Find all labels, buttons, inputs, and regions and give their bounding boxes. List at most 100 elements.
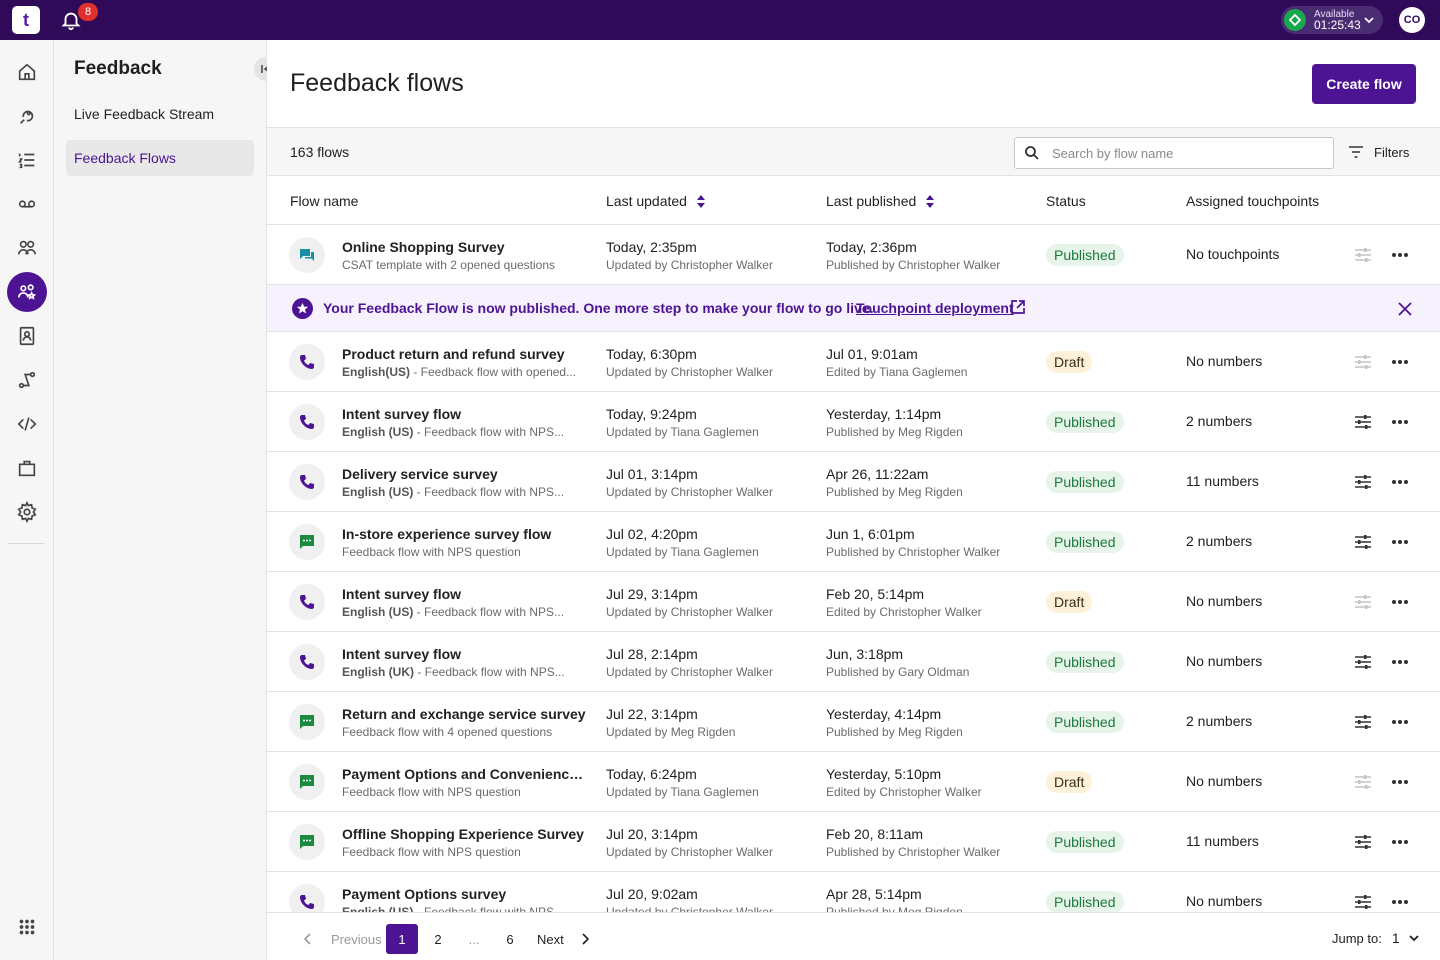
code-icon[interactable] — [7, 404, 47, 444]
apps-grid-icon[interactable] — [7, 907, 47, 947]
flow-name-cell[interactable]: Intent survey flow English (UK) - Feedbac… — [342, 646, 587, 679]
status-timer: 01:25:43 — [1314, 18, 1361, 32]
touchpoint-deployment-link[interactable]: Touchpoint deployment — [856, 300, 1014, 316]
flow-name-cell[interactable]: Payment Options and Convenience S... Feed… — [342, 766, 587, 799]
flow-name-cell[interactable]: Offline Shopping Experience Survey Feedba… — [342, 826, 587, 859]
external-link-icon[interactable] — [1009, 298, 1027, 316]
sort-icon[interactable] — [926, 194, 935, 208]
tune-settings-icon[interactable] — [1354, 533, 1372, 551]
more-options-icon[interactable] — [1390, 773, 1410, 791]
status-badge: Published — [1046, 831, 1124, 853]
home-icon[interactable] — [7, 52, 47, 92]
table-row[interactable]: Payment Options and Convenience S... Feed… — [267, 752, 1440, 812]
tune-settings-icon[interactable] — [1354, 413, 1372, 431]
feedback-icon[interactable] — [7, 96, 47, 136]
tune-settings-icon[interactable] — [1354, 593, 1372, 611]
flow-name-cell[interactable]: In-store experience survey flow Feedback … — [342, 526, 587, 559]
more-options-icon[interactable] — [1390, 833, 1410, 851]
flow-description: Feedback flow with NPS question — [342, 545, 521, 559]
available-status-icon — [1284, 9, 1306, 31]
column-header-last-published[interactable]: Last published — [826, 193, 935, 209]
voicemail-icon[interactable] — [7, 184, 47, 224]
flow-name[interactable]: Product return and refund survey — [342, 346, 565, 362]
column-header-flow-name: Flow name — [290, 193, 359, 209]
flow-name-cell[interactable]: Intent survey flow English (US) - Feedbac… — [342, 406, 587, 439]
flow-name-cell[interactable]: Return and exchange service survey Feedba… — [342, 706, 587, 739]
jump-to-page-selector[interactable]: Jump to: 1 — [1332, 930, 1420, 946]
sort-icon[interactable] — [696, 194, 705, 208]
table-row[interactable]: Return and exchange service survey Feedba… — [267, 692, 1440, 752]
star-icon — [292, 298, 313, 319]
flow-description: English (US) - Feedback flow with NPS... — [342, 485, 565, 499]
flow-name[interactable]: Intent survey flow — [342, 646, 462, 662]
more-options-icon[interactable] — [1390, 653, 1410, 671]
table-row[interactable]: Online Shopping Survey CSAT template with… — [267, 225, 1440, 285]
side-item-feedback-flows[interactable]: Feedback Flows — [66, 140, 254, 176]
user-avatar[interactable]: CO — [1399, 7, 1425, 33]
team-icon[interactable] — [7, 228, 47, 268]
more-options-icon[interactable] — [1390, 413, 1410, 431]
search-box[interactable] — [1014, 137, 1334, 169]
flow-name[interactable]: Intent survey flow — [342, 586, 462, 602]
tune-settings-icon[interactable] — [1354, 833, 1372, 851]
routing-icon[interactable] — [7, 360, 47, 400]
table-row[interactable]: Delivery service survey English (US) - Fe… — [267, 452, 1440, 512]
more-options-icon[interactable] — [1390, 246, 1410, 264]
flow-name[interactable]: In-store experience survey flow — [342, 526, 552, 542]
more-options-icon[interactable] — [1390, 593, 1410, 611]
tune-settings-icon[interactable] — [1354, 893, 1372, 911]
settings-icon[interactable] — [7, 492, 47, 532]
tune-settings-icon[interactable] — [1354, 713, 1372, 731]
feedback-flows-icon[interactable] — [7, 272, 47, 312]
search-input[interactable] — [1052, 145, 1312, 161]
table-row[interactable]: Intent survey flow English (US) - Feedbac… — [267, 392, 1440, 452]
filters-button[interactable]: Filters — [1348, 144, 1409, 160]
assigned-touchpoints: No touchpoints — [1186, 246, 1280, 262]
more-options-icon[interactable] — [1390, 473, 1410, 491]
table-row[interactable]: Intent survey flow English (US) - Feedbac… — [267, 572, 1440, 632]
flow-name[interactable]: Online Shopping Survey — [342, 239, 505, 255]
more-options-icon[interactable] — [1390, 533, 1410, 551]
table-row[interactable]: Intent survey flow English (UK) - Feedbac… — [267, 632, 1440, 692]
previous-page-button[interactable]: Previous — [303, 924, 382, 954]
more-options-icon[interactable] — [1390, 353, 1410, 371]
flow-name-cell[interactable]: Intent survey flow English (US) - Feedbac… — [342, 586, 587, 619]
tune-settings-icon[interactable] — [1354, 653, 1372, 671]
page-button[interactable]: 1 — [386, 924, 418, 954]
tune-settings-icon[interactable] — [1354, 246, 1372, 264]
flow-name[interactable]: Delivery service survey — [342, 466, 498, 482]
table-row[interactable]: In-store experience survey flow Feedback … — [267, 512, 1440, 572]
contacts-icon[interactable] — [7, 316, 47, 356]
side-item-live-feedback-stream[interactable]: Live Feedback Stream — [74, 106, 215, 122]
tune-settings-icon[interactable] — [1354, 353, 1372, 371]
create-flow-button[interactable]: Create flow — [1312, 64, 1416, 104]
page-button[interactable]: 6 — [506, 931, 514, 947]
flow-name[interactable]: Payment Options and Convenience S... — [342, 766, 587, 782]
tune-settings-icon[interactable] — [1354, 473, 1372, 491]
page-button[interactable]: 2 — [434, 931, 442, 947]
chevron-down-icon — [1364, 17, 1374, 24]
next-page-button[interactable]: Next — [537, 924, 590, 954]
flow-name-cell[interactable]: Online Shopping Survey CSAT template with… — [342, 239, 587, 272]
close-icon[interactable] — [1396, 300, 1414, 318]
assigned-touchpoints: No numbers — [1186, 353, 1263, 369]
flow-name[interactable]: Payment Options survey — [342, 886, 507, 902]
filters-label: Filters — [1374, 144, 1410, 160]
bell-icon[interactable] — [60, 9, 82, 31]
flow-name-cell[interactable]: Delivery service survey English (US) - Fe… — [342, 466, 587, 499]
more-options-icon[interactable] — [1390, 893, 1410, 911]
tune-settings-icon[interactable] — [1354, 773, 1372, 791]
agent-status-selector[interactable]: Available 01:25:43 — [1281, 6, 1383, 34]
app-logo[interactable]: t — [12, 6, 40, 34]
notification-badge: 8 — [78, 3, 98, 21]
more-options-icon[interactable] — [1390, 713, 1410, 731]
flow-name-cell[interactable]: Product return and refund survey English(… — [342, 346, 587, 379]
briefcase-icon[interactable] — [7, 448, 47, 488]
table-row[interactable]: Offline Shopping Experience Survey Feedba… — [267, 812, 1440, 872]
column-header-last-updated[interactable]: Last updated — [606, 193, 705, 209]
flow-name[interactable]: Offline Shopping Experience Survey — [342, 826, 584, 842]
flow-name[interactable]: Intent survey flow — [342, 406, 462, 422]
flow-name[interactable]: Return and exchange service survey — [342, 706, 586, 722]
table-row[interactable]: Product return and refund survey English(… — [267, 332, 1440, 392]
list-icon[interactable] — [7, 140, 47, 180]
